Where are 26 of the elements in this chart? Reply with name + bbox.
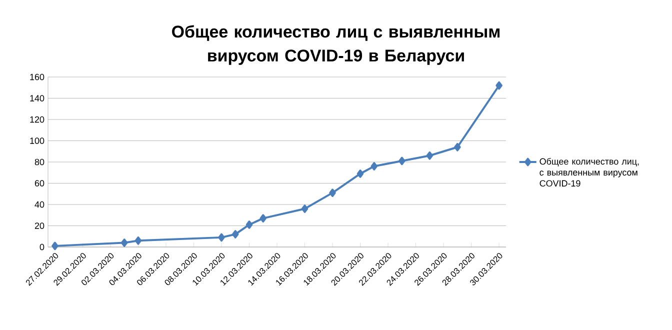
- y-tick-label: 120: [30, 116, 44, 123]
- y-tick-label: 100: [30, 138, 44, 144]
- point: [120, 238, 128, 247]
- y-tick-label: 20: [34, 222, 44, 229]
- point: [329, 188, 336, 197]
- y-tick-label: 80: [34, 158, 44, 166]
- point: [301, 204, 308, 213]
- chart-title: Общее количество лиц с выявленным вирусом COVID-19 в Беларуси: [172, 25, 500, 65]
- point: [398, 156, 406, 166]
- y-tick-label: 0: [40, 244, 44, 250]
- point: [246, 220, 253, 229]
- point: [370, 162, 378, 170]
- point: [496, 81, 502, 90]
- point: [232, 230, 239, 238]
- point: [454, 142, 461, 152]
- point: [52, 242, 58, 250]
- point: [356, 170, 364, 178]
- legend-label: Общее количество лиц, с выявленным вирусом COVID-19: [540, 158, 639, 187]
- y-tick-label: 160: [30, 74, 44, 80]
- point: [134, 236, 142, 245]
- point: [426, 151, 434, 160]
- y-tick-label: 140: [30, 95, 44, 102]
- y-tick-label: 40: [34, 201, 44, 208]
- y-tick-label: 60: [34, 180, 44, 186]
- point: [218, 233, 225, 242]
- point: [260, 214, 267, 222]
